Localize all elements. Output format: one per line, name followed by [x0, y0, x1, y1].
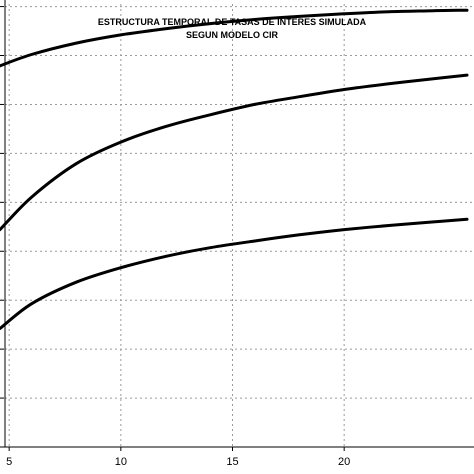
x-tick-label-1: 10 [115, 456, 127, 468]
chart-title: ESTRUCTURA TEMPORAL DE TASAS DE INTERES … [98, 17, 367, 27]
series-line-2 [0, 73, 469, 232]
x-tick-label-0: 5 [6, 456, 12, 468]
x-tick-label-2: 15 [226, 456, 238, 468]
x-tick-labels: 5 10 15 20 [6, 456, 350, 468]
chart-subtitle: SEGUN MODELO CIR [186, 30, 279, 40]
series-line-1 [0, 8, 469, 68]
grid-lines [5, 4, 474, 447]
series-line-3 [0, 217, 469, 330]
series-lines [0, 8, 469, 330]
x-tick-label-3: 20 [338, 456, 350, 468]
